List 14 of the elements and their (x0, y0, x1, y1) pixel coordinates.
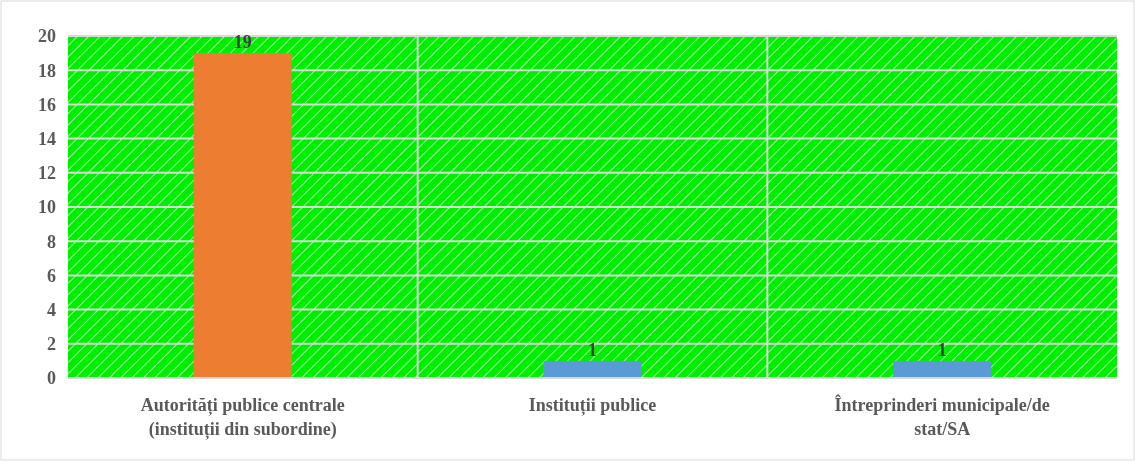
y-tick-label: 4 (47, 299, 56, 320)
y-tick-label: 16 (38, 94, 56, 115)
y-tick-label: 14 (38, 128, 56, 149)
y-tick-label: 18 (38, 60, 56, 81)
y-tick-label: 10 (38, 197, 56, 218)
y-tick-label: 12 (38, 163, 56, 184)
y-tick-label: 6 (47, 265, 56, 286)
y-tick-label: 8 (47, 231, 56, 252)
x-tick-label: Instituții publice (528, 395, 657, 416)
y-tick-label: 20 (38, 26, 56, 47)
y-tick-label: 2 (47, 334, 56, 355)
x-tick-label: Autorități publice centrale (instituții din subordine) (140, 395, 345, 440)
x-tick-label: Întreprinderi municipale/de stat/SA (834, 394, 1050, 439)
y-tick-label: 0 (47, 368, 56, 389)
